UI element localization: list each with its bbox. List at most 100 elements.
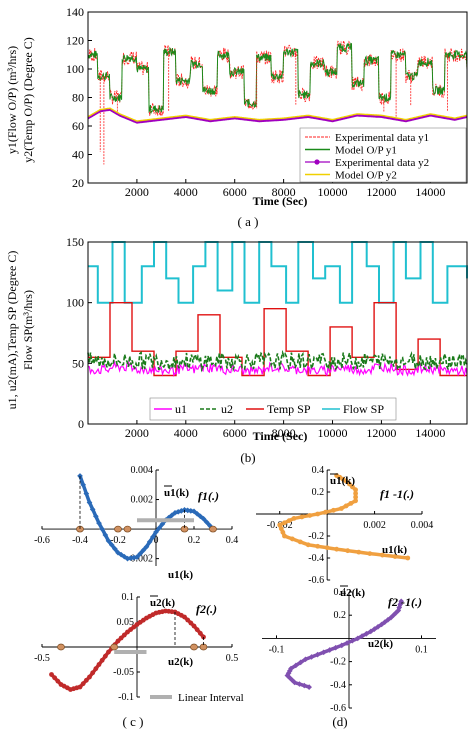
axis-point bbox=[190, 643, 198, 651]
curve-marker bbox=[90, 670, 96, 676]
series-experimental-y2 bbox=[87, 108, 468, 124]
y-tick-label: 40 bbox=[72, 148, 84, 162]
curve-marker bbox=[106, 649, 111, 655]
x-tick-label: -0.6 bbox=[34, 535, 50, 546]
curve-marker bbox=[194, 627, 200, 633]
curve-marker bbox=[83, 490, 90, 497]
panel-a-caption: ( a ) bbox=[238, 214, 259, 229]
curve-marker bbox=[349, 637, 356, 644]
curve-marker bbox=[380, 552, 385, 558]
curve-marker bbox=[137, 550, 143, 557]
curve-marker bbox=[320, 649, 327, 656]
axis-label-x: u2(k) bbox=[168, 656, 193, 668]
curve-marker bbox=[338, 506, 344, 511]
curve-marker bbox=[305, 542, 311, 548]
y-tick-label: -0.002 bbox=[127, 554, 153, 565]
curve-marker bbox=[314, 651, 321, 658]
curve-marker bbox=[291, 516, 297, 521]
curve-marker bbox=[96, 662, 102, 667]
curve-marker bbox=[182, 614, 187, 620]
curve-marker bbox=[105, 538, 112, 544]
curve-marker bbox=[371, 626, 378, 632]
curve-marker bbox=[343, 478, 349, 484]
curve-marker bbox=[343, 503, 349, 509]
curve-label: f2 -1(.) bbox=[388, 595, 422, 609]
x-tick-label: 8000 bbox=[272, 426, 296, 440]
panel-d-lower: -0.1 0.1 -0.6 -0.4 -0.2 0.2 0.4 f2 -1(.) u2(k) u2… bbox=[262, 585, 436, 714]
curve-marker bbox=[367, 551, 373, 556]
curve-marker bbox=[375, 623, 381, 630]
panel-c-lower: -0.5 0.5 -0.1 -0.05 0.05 0.1 f2(.) u2(k) u2(k) bbox=[34, 592, 238, 703]
y-tick-label: -0.05 bbox=[113, 667, 134, 678]
x-tick-label: 0 bbox=[154, 535, 159, 546]
curve-marker bbox=[159, 521, 166, 527]
curve-marker bbox=[83, 677, 89, 683]
panel-c-legend: Linear Interval bbox=[150, 692, 244, 704]
curve-marker bbox=[301, 682, 308, 689]
y-tick-label: 0.004 bbox=[131, 465, 154, 476]
x-tick-label: 2000 bbox=[125, 185, 149, 199]
axis-point bbox=[114, 525, 122, 533]
curve-marker bbox=[345, 548, 351, 554]
y-tick-label: -0.6 bbox=[330, 703, 346, 714]
legend-label: Model O/P y1 bbox=[335, 145, 397, 157]
panel-b-ticks: 2000 4000 6000 8000 10000 12000 14000 0 50 100 150 bbox=[66, 235, 445, 440]
curve-marker bbox=[332, 644, 339, 651]
legend-label: Temp SP bbox=[267, 402, 311, 416]
curve-marker bbox=[308, 654, 315, 660]
axis-label-y: u2(k) bbox=[150, 597, 175, 609]
curve-marker bbox=[356, 549, 362, 555]
x-tick-label: 12000 bbox=[366, 426, 396, 440]
panel-a-ylabel2: y2(Temp O/P) (Degree C) bbox=[21, 37, 35, 162]
axis-point bbox=[110, 643, 119, 651]
legend-label: u2 bbox=[221, 402, 233, 416]
x-tick-label: 8000 bbox=[272, 185, 296, 199]
curve-marker bbox=[296, 681, 303, 687]
x-tick-label: 0.004 bbox=[411, 520, 434, 531]
panel-a-ylabel: y1(Flow O/P) (m³/hrs) bbox=[5, 46, 19, 154]
y-tick-label: -0.2 bbox=[330, 657, 346, 668]
curve-marker bbox=[115, 638, 121, 644]
curve-marker bbox=[93, 513, 99, 520]
curve-marker bbox=[150, 534, 156, 540]
y-tick-label: 150 bbox=[66, 235, 84, 249]
curve-marker bbox=[96, 520, 102, 526]
curve-label: f2(.) bbox=[196, 602, 217, 616]
panel-a-xlabel: Time (Sec) bbox=[253, 194, 308, 208]
y-tick-label: 100 bbox=[66, 62, 84, 76]
curve-marker bbox=[118, 635, 124, 641]
curve-marker bbox=[353, 491, 358, 496]
y-tick-label: 140 bbox=[66, 5, 84, 19]
y-tick-label: 0.2 bbox=[334, 610, 347, 621]
panel-b-legend: u1 u2 Temp SP Flow SP bbox=[149, 397, 397, 421]
curve-marker bbox=[102, 532, 109, 538]
curve-marker bbox=[286, 518, 292, 523]
curve-marker bbox=[331, 507, 336, 513]
curve-marker bbox=[280, 529, 286, 535]
curve-marker bbox=[80, 681, 86, 687]
axis-label-y: u1(k) bbox=[330, 475, 355, 487]
legend-label: Model O/P y2 bbox=[335, 170, 397, 182]
curve-marker bbox=[324, 545, 330, 551]
series-temp-sp bbox=[88, 302, 467, 377]
curve-marker bbox=[348, 500, 354, 506]
y-tick-label: -0.4 bbox=[308, 553, 324, 564]
x-tick-label: -0.5 bbox=[34, 653, 50, 664]
x-tick-label: 0.5 bbox=[226, 653, 239, 664]
curve-marker bbox=[297, 539, 303, 545]
x-tick-label: 6000 bbox=[223, 185, 247, 199]
x-tick-label: 14000 bbox=[415, 426, 445, 440]
curve-marker bbox=[156, 525, 162, 531]
curve-marker bbox=[200, 515, 207, 522]
curve-marker bbox=[140, 547, 147, 554]
y-tick-label: 0.002 bbox=[131, 495, 154, 506]
curve-marker bbox=[112, 545, 118, 552]
y-tick-label: 50 bbox=[72, 356, 84, 370]
curve-marker bbox=[334, 546, 340, 552]
legend-box bbox=[149, 397, 397, 421]
x-tick-label: 14000 bbox=[415, 185, 445, 199]
x-tick-label: -0.4 bbox=[72, 535, 88, 546]
curve-marker bbox=[197, 630, 203, 636]
